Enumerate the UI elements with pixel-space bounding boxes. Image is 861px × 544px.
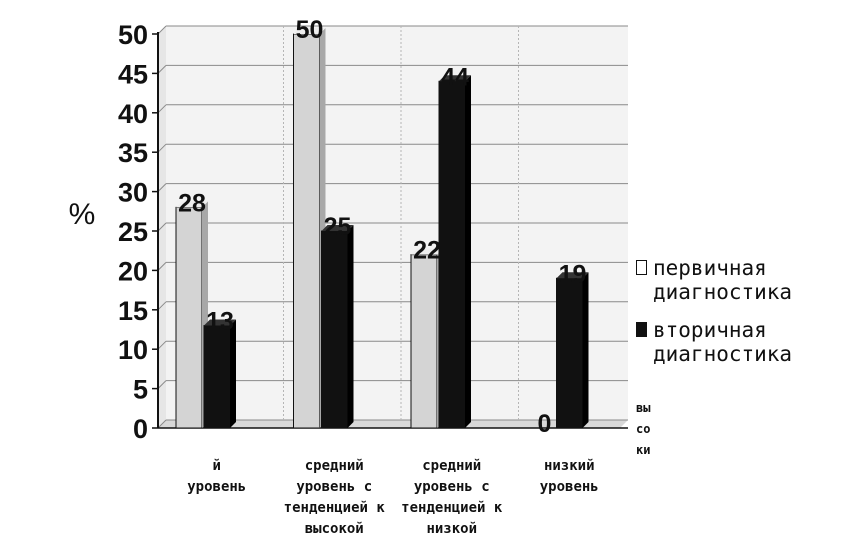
labels-layer: 28 50 22 0 13 25 44 19 й уровень средний уровень с т… [178, 16, 599, 537]
bar [293, 33, 320, 429]
bar [175, 206, 203, 429]
legend-label-secondary-line2: диагностика [653, 342, 793, 367]
bar-side [582, 272, 589, 428]
legend-overflow-line: вы [636, 401, 651, 415]
bar-top [556, 272, 589, 279]
grid-layer [157, 25, 628, 429]
y-tick-label: 15 [118, 296, 148, 326]
y-tick-label: 50 [118, 20, 148, 50]
bar [556, 277, 583, 429]
bar-top [176, 201, 208, 208]
bar-top [321, 225, 354, 231]
x-tick-label: уровень с [414, 479, 490, 495]
axis-layer: 0 5 10 15 20 25 30 35 40 45 50 [118, 20, 628, 444]
bar-side [230, 319, 236, 428]
gridline-side [157, 380, 167, 389]
legend-label-primary-line1: первичная [653, 256, 767, 280]
bar-top [204, 319, 236, 326]
x-tick-label: тенденцией к [284, 500, 386, 516]
y-tick-label: 20 [118, 256, 148, 286]
gridline-side [157, 104, 167, 114]
legend-overflow-line: ки [636, 443, 651, 457]
bar-side [347, 225, 354, 428]
x-tick-label: тенденцией к [401, 500, 503, 516]
y-tick-label: 10 [118, 335, 148, 365]
y-tick-label: 25 [118, 217, 148, 247]
bar-top [293, 28, 326, 34]
legend-overflow-line: со [636, 422, 651, 436]
bar-side [465, 75, 471, 428]
x-tick-label: низкой [426, 521, 477, 537]
data-label: 25 [324, 213, 352, 241]
legend-label-primary-line2: диагностика [653, 280, 793, 305]
bar [321, 230, 348, 429]
y-tick-label: 35 [118, 138, 148, 168]
bar-top [439, 75, 471, 82]
x-tick-label: низкий [544, 458, 595, 474]
data-label: 13 [206, 308, 234, 336]
bar [203, 325, 231, 429]
data-label: 44 [441, 63, 469, 91]
bar [410, 254, 438, 429]
bar [438, 80, 466, 429]
x-tick-label: средний [305, 458, 364, 474]
gridline-side [157, 340, 167, 350]
legend-swatch-secondary [636, 322, 647, 338]
legend-swatch-primary [636, 260, 647, 275]
y-tick-label: 0 [133, 414, 148, 444]
gridline-side [157, 419, 167, 429]
data-label: 0 [538, 410, 552, 438]
x-tick-label: уровень с [296, 479, 372, 495]
bar-top [411, 248, 443, 255]
legend: первичная диагностика вторичная диагност… [634, 256, 854, 381]
x-tick-label: средний [422, 458, 481, 474]
gridline-side [157, 65, 167, 74]
gridline-side [157, 143, 167, 153]
legend-label-secondary-line1: вторичная [653, 318, 767, 343]
data-label: 28 [178, 189, 206, 217]
y-axis-label: % [69, 198, 96, 231]
y-tick-label: 5 [133, 375, 148, 405]
plot-floor [158, 420, 628, 428]
legend-label-primary: первичная диагностика [653, 256, 792, 304]
gridline-side [157, 301, 167, 311]
legend-label-secondary: вторичная диагностика [653, 318, 792, 366]
y-tick-label: 45 [118, 59, 148, 89]
gridline-side [157, 183, 167, 192]
legend-item-primary: первичная диагностика [634, 256, 854, 304]
y-tick-label: 40 [118, 99, 148, 129]
x-tick-label: высокой [305, 521, 364, 537]
legend-item-secondary: вторичная диагностика [634, 318, 854, 366]
bars-layer [175, 28, 589, 429]
gridline-side [157, 222, 167, 232]
data-label: 22 [413, 237, 441, 265]
x-tick-label: уровень [187, 479, 246, 495]
gridline-side [157, 25, 167, 35]
x-tick-label: уровень [540, 479, 599, 495]
data-label: 50 [296, 16, 324, 44]
x-tick-label: й [213, 458, 221, 474]
legend-overflow-text: вы со ки [636, 398, 666, 461]
data-label: 19 [559, 260, 587, 288]
gridline-side [157, 262, 167, 271]
y-tick-label: 30 [118, 178, 148, 208]
